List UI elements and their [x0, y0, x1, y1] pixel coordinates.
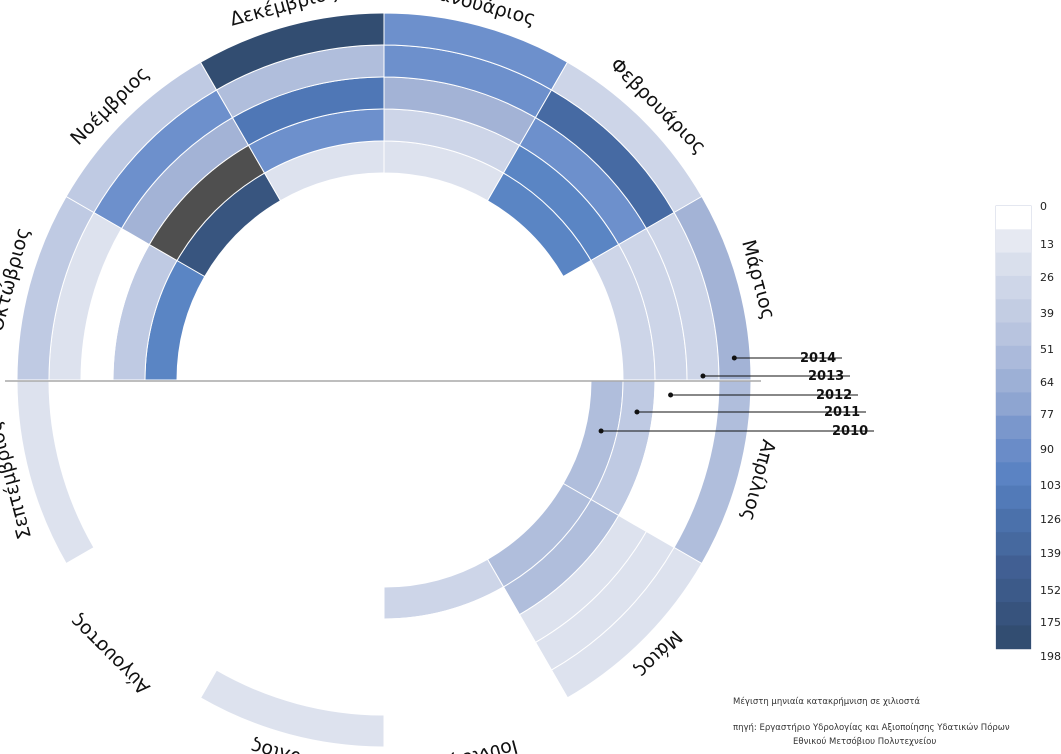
legend-tick-label: 198: [1040, 650, 1061, 663]
legend-swatch-6: [996, 322, 1031, 347]
legend-swatch-14: [996, 508, 1031, 533]
legend-swatch-10: [996, 415, 1031, 440]
legend-swatch-5: [996, 299, 1031, 323]
legend-swatch-18: [996, 602, 1031, 626]
legend-swatch-8: [996, 369, 1031, 393]
year-label-2014: 2014: [800, 351, 836, 366]
year-label-2010: 2010: [832, 424, 868, 439]
legend-tick-label: 77: [1040, 408, 1054, 421]
legend-swatch-1: [996, 206, 1031, 230]
legend-swatch-9: [996, 392, 1031, 417]
year-label-2011: 2011: [824, 405, 860, 420]
legend-tick-label: 64: [1040, 376, 1054, 389]
legend-tick-label: 175: [1040, 616, 1061, 629]
ring-segments: [16, 12, 752, 748]
year-marker-dot-2014: [731, 355, 737, 361]
legend-swatch-13: [996, 485, 1031, 510]
year-label-2013: 2013: [808, 369, 844, 384]
legend-tick-label: 152: [1040, 584, 1061, 597]
legend-swatch-11: [996, 439, 1031, 463]
year-marker-dot-2012: [668, 392, 674, 398]
ring-cell-2014-12: [199, 12, 385, 91]
footer-title: Μέγιστη μηνιαία κατακρήμνιση σε χιλιοστά: [733, 696, 920, 707]
legend-swatch-2: [996, 229, 1031, 254]
year-marker-dot-2013: [700, 373, 706, 379]
legend-tick-label: 103: [1040, 479, 1061, 492]
year-marker-dot-2011: [634, 409, 640, 415]
year-labels: 2010 2011 2012 2013 2014: [598, 351, 874, 439]
color-legend: 0 13 26 39 51 64 77 90 103 126 139 152 175 198: [995, 200, 1061, 663]
legend-swatch-7: [996, 345, 1031, 370]
year-label-2012: 2012: [816, 388, 852, 403]
legend-tick-label: 0: [1040, 200, 1047, 213]
legend-swatch-16: [996, 555, 1031, 580]
legend-swatch-12: [996, 462, 1031, 487]
legend-tick-label: 39: [1040, 307, 1054, 320]
legend-swatch-3: [996, 252, 1031, 277]
footer-source-line2: Εθνικού Μετσόβιου Πολυτεχνείου: [793, 736, 936, 747]
year-marker-dot-2010: [598, 428, 604, 434]
legend-swatch-17: [996, 578, 1031, 603]
legend-swatch-4: [996, 275, 1031, 300]
legend-tick-label: 139: [1040, 547, 1061, 560]
legend-swatch-15: [996, 532, 1031, 556]
legend-tick-label: 13: [1040, 238, 1054, 251]
legend-tick-label: 126: [1040, 513, 1061, 526]
legend-swatch-19: [996, 625, 1031, 650]
legend-tick-label: 51: [1040, 343, 1054, 356]
legend-tick-label: 26: [1040, 271, 1054, 284]
footer-source-line1: πηγή: Εργαστήριο Υδρολογίας και Αξιοποίη…: [733, 722, 1010, 733]
legend-tick-label: 90: [1040, 443, 1054, 456]
